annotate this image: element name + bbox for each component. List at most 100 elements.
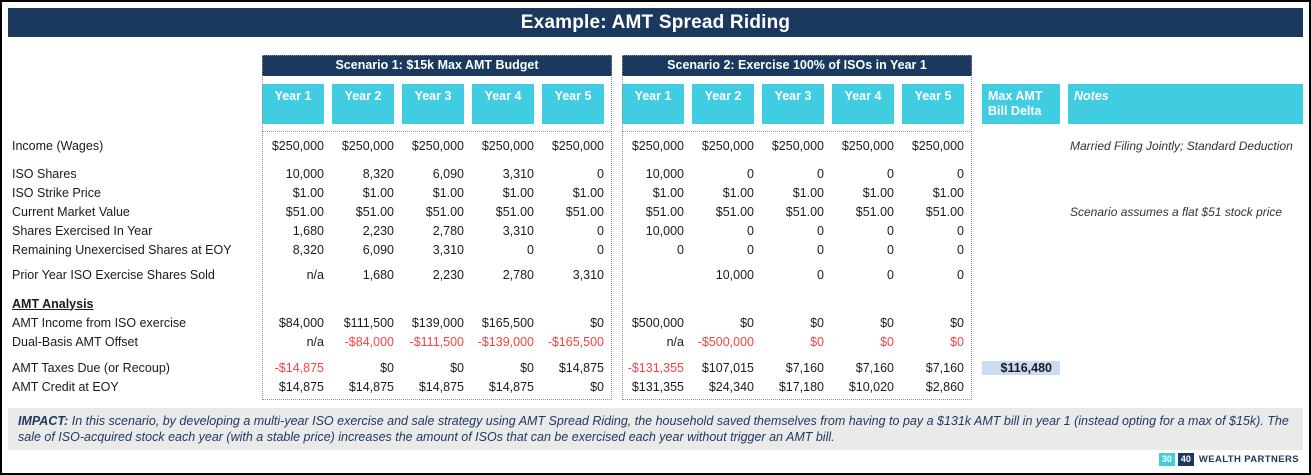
cell: $1.00 (652, 185, 684, 200)
cell: $250,000 (411, 138, 464, 153)
table-row: Prior Year ISO Exercise Shares Sold n/a 1,… (8, 265, 1303, 284)
column-header-row: Year 1 Year 2 Year 3 Year 4 Year 5 Year … (8, 84, 1303, 124)
cell: $1.00 (292, 185, 324, 200)
logo-box-30: 30 (1158, 453, 1175, 466)
table-row: AMT Taxes Due (or Recoup) -$14,875 $0 $0 $0 $… (8, 358, 1303, 377)
cell: $1.00 (862, 185, 894, 200)
cell: $107,015 (701, 360, 754, 375)
cell: 0 (597, 166, 604, 181)
s2-year3-header: Year 3 (762, 84, 824, 124)
cell: 0 (527, 242, 534, 257)
cell: $51.00 (355, 204, 394, 219)
impact-callout: IMPACT: In this scenario, by developing … (8, 408, 1303, 450)
cell: 10,000 (715, 267, 754, 282)
cell: $0 (520, 360, 534, 375)
cell: $500,000 (631, 315, 684, 330)
row-label: AMT Taxes Due (or Recoup) (12, 360, 170, 375)
cell: 0 (887, 242, 894, 257)
table-row: Income (Wages) $250,000 $250,000 $250,000 $2… (8, 136, 1303, 155)
cell: -$84,000 (344, 334, 394, 349)
cell: $51.00 (715, 204, 754, 219)
cell: $250,000 (341, 138, 394, 153)
cell: $14,875 (488, 379, 534, 394)
cell: 0 (887, 166, 894, 181)
note-cell: Married Filing Jointly; Standard Deducti… (1070, 138, 1293, 153)
scenario1-header: Scenario 1: $15k Max AMT Budget (262, 55, 612, 76)
cell: 6,090 (362, 242, 394, 257)
scenario2-header: Scenario 2: Exercise 100% of ISOs in Yea… (622, 55, 972, 76)
cell: 0 (887, 267, 894, 282)
cell: $2,860 (925, 379, 964, 394)
s2-year1-header: Year 1 (622, 84, 684, 124)
cell: $0 (950, 334, 964, 349)
table-row: AMT Analysis (8, 294, 1303, 313)
cell: 3,310 (572, 267, 604, 282)
cell: $250,000 (841, 138, 894, 153)
cell: 2,230 (432, 267, 464, 282)
label-col-spacer (8, 84, 262, 124)
cell: 0 (817, 166, 824, 181)
cell: 0 (887, 223, 894, 238)
cell: $0 (590, 315, 604, 330)
cell: $1.00 (432, 185, 464, 200)
cell: $250,000 (911, 138, 964, 153)
cell: $0 (590, 379, 604, 394)
cell: $0 (880, 315, 894, 330)
row-label: Prior Year ISO Exercise Shares Sold (12, 267, 215, 282)
col-gap (972, 84, 982, 124)
cell: 0 (817, 242, 824, 257)
row-label: ISO Strike Price (12, 185, 101, 200)
cell: $250,000 (481, 138, 534, 153)
s1-year4-header: Year 4 (472, 84, 534, 124)
cell: 2,780 (502, 267, 534, 282)
cell: 10,000 (645, 223, 684, 238)
cell: $51.00 (495, 204, 534, 219)
cell: 1,680 (362, 267, 394, 282)
cell: $0 (740, 315, 754, 330)
cell: 8,320 (292, 242, 324, 257)
cell: 2,230 (362, 223, 394, 238)
row-spacer (8, 155, 1303, 164)
row-label: Dual-Basis AMT Offset (12, 334, 138, 349)
s2-year5-header: Year 5 (902, 84, 964, 124)
cell: $250,000 (631, 138, 684, 153)
row-label: AMT Income from ISO exercise (12, 315, 187, 330)
cell: $0 (950, 315, 964, 330)
cell: $250,000 (771, 138, 824, 153)
table-row: AMT Income from ISO exercise $84,000 $111,… (8, 313, 1303, 332)
cell: $14,875 (348, 379, 394, 394)
cell: $1.00 (792, 185, 824, 200)
cell: $7,160 (785, 360, 824, 375)
cell: -$139,000 (477, 334, 534, 349)
cell: 0 (747, 242, 754, 257)
cell: $1.00 (362, 185, 394, 200)
cell: 0 (597, 242, 604, 257)
cell: $250,000 (271, 138, 324, 153)
max-amt-bill-delta-header: Max AMT Bill Delta (982, 84, 1060, 124)
cell: 1,680 (292, 223, 324, 238)
cell: $0 (380, 360, 394, 375)
cell: 3,310 (502, 223, 534, 238)
s2-year2-header: Year 2 (692, 84, 754, 124)
cell: -$131,355 (627, 360, 684, 375)
logo-box-40: 40 (1177, 453, 1194, 466)
s1-year3-header: Year 3 (402, 84, 464, 124)
row-label: Shares Exercised In Year (12, 223, 153, 238)
cell: $1.00 (502, 185, 534, 200)
row-label: Income (Wages) (12, 138, 104, 153)
cell: $51.00 (285, 204, 324, 219)
cell: $51.00 (565, 204, 604, 219)
cell: 0 (817, 223, 824, 238)
cell: n/a (306, 334, 324, 349)
cell: $165,500 (481, 315, 534, 330)
table-row: Dual-Basis AMT Offset n/a -$84,000 -$111,50… (8, 332, 1303, 351)
cell: $111,500 (343, 315, 394, 330)
s1-year2-header: Year 2 (332, 84, 394, 124)
note-cell: Scenario assumes a flat $51 stock price (1070, 204, 1283, 219)
comparison-table: Scenario 1: $15k Max AMT Budget Scenario… (8, 55, 1303, 400)
table-row: ISO Shares 10,000 8,320 6,090 3,310 0 10,000 0 0… (8, 164, 1303, 183)
cell: 0 (957, 166, 964, 181)
cell: 3,310 (432, 242, 464, 257)
cell: 0 (677, 242, 684, 257)
